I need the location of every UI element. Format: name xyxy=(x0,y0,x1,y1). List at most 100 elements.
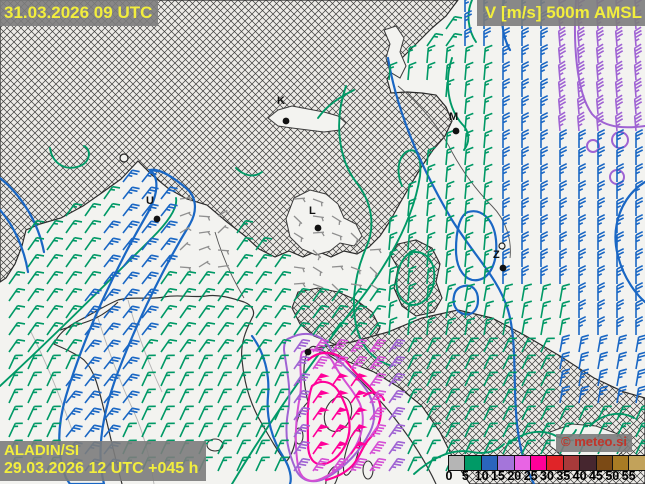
wind-barb xyxy=(255,304,273,319)
wind-barb xyxy=(255,388,270,404)
wind-barb xyxy=(464,439,479,455)
wind-barb xyxy=(445,265,455,285)
wind-barb xyxy=(521,264,530,284)
isotach-10ms xyxy=(454,210,498,282)
wind-barb xyxy=(312,457,330,472)
wind-barb xyxy=(540,371,555,387)
wind-barb xyxy=(122,356,140,370)
wind-barb xyxy=(350,287,368,302)
wind-barb xyxy=(559,179,568,199)
wind-barb xyxy=(141,388,156,404)
wind-barb xyxy=(445,78,455,98)
wind-barb xyxy=(331,287,349,302)
wind-barb xyxy=(540,354,555,370)
city-label: L xyxy=(309,205,316,217)
wind-barb xyxy=(407,265,417,285)
wind-barb xyxy=(331,457,349,472)
wind-barb xyxy=(464,337,479,353)
wind-barb xyxy=(502,145,511,165)
wind-barb xyxy=(578,298,587,318)
wind-barb xyxy=(633,60,643,81)
wind-barb xyxy=(369,266,379,278)
wind-barb xyxy=(464,197,474,217)
wind-barb xyxy=(464,146,474,166)
wind-barb xyxy=(540,77,549,97)
wind-barb xyxy=(540,264,549,284)
wind-barb xyxy=(331,304,349,319)
wind-barb xyxy=(122,237,140,251)
wind-barb xyxy=(65,424,83,438)
wind-barb xyxy=(103,424,121,438)
wind-barb xyxy=(426,354,441,370)
wind-barb xyxy=(576,26,586,47)
lake xyxy=(119,153,129,163)
wind-barb xyxy=(274,405,289,421)
wind-barb xyxy=(426,282,436,302)
wind-barb xyxy=(350,457,368,472)
wind-barb xyxy=(616,334,628,353)
wind-barb xyxy=(141,405,156,421)
wind-barb xyxy=(445,283,457,302)
wind-barb xyxy=(614,77,624,98)
wind-barb xyxy=(331,338,349,353)
wind-barb xyxy=(521,77,530,97)
copyright-label: © meteo.si xyxy=(556,434,632,452)
wind-barb xyxy=(255,439,270,455)
wind-barb xyxy=(388,299,398,319)
wind-barb xyxy=(255,422,270,438)
wind-barb xyxy=(521,179,530,199)
wind-barb xyxy=(559,230,568,250)
wind-barb xyxy=(46,338,64,353)
wind-barb xyxy=(578,385,590,404)
wind-barb xyxy=(255,338,273,353)
wind-barb xyxy=(578,162,587,182)
city-label: M xyxy=(449,111,458,123)
wind-barb xyxy=(312,266,323,276)
wind-barb xyxy=(122,169,140,183)
wind-barb xyxy=(464,354,479,370)
wind-barb xyxy=(578,405,593,421)
wind-barb xyxy=(331,390,349,404)
wind-barb xyxy=(445,32,463,47)
wind-barb xyxy=(557,26,567,47)
wind-barb xyxy=(331,355,349,370)
wind-barb xyxy=(65,253,83,268)
wind-barb xyxy=(540,300,552,319)
wind-barb xyxy=(369,457,387,472)
city-dot xyxy=(452,127,460,135)
wind-barb xyxy=(502,26,511,46)
wind-barb xyxy=(521,43,530,63)
wind-barb xyxy=(559,162,568,182)
wind-barb xyxy=(84,373,102,387)
wind-barb xyxy=(559,405,574,421)
wind-barb xyxy=(236,388,251,404)
legend-tick-label: 0 xyxy=(445,469,453,483)
wind-barb xyxy=(274,456,289,472)
wind-barb xyxy=(540,43,549,63)
wind-barb xyxy=(557,60,567,81)
wind-barb xyxy=(483,146,493,166)
wind-barb xyxy=(369,423,387,438)
wind-barb xyxy=(217,209,230,217)
wind-barb xyxy=(540,162,549,182)
wind-barb xyxy=(502,196,511,216)
wind-barb xyxy=(46,236,64,251)
wind-barb xyxy=(502,371,517,387)
wind-barb xyxy=(84,390,102,404)
wind-barb xyxy=(274,422,289,438)
wind-barb xyxy=(502,111,511,131)
wind-barb xyxy=(236,439,251,455)
wind-barb xyxy=(84,424,102,438)
wind-barb xyxy=(236,321,254,336)
wind-barb xyxy=(635,230,644,250)
wind-barb xyxy=(198,215,211,221)
wind-barb xyxy=(559,264,568,284)
wind-barb xyxy=(502,405,517,421)
wind-barb xyxy=(312,198,324,207)
wind-barb xyxy=(27,405,42,421)
wind-barb xyxy=(179,388,194,404)
wind-barb xyxy=(350,390,368,404)
wind-barb xyxy=(464,300,476,319)
wind-barb xyxy=(445,422,460,438)
wind-barb xyxy=(502,179,511,199)
